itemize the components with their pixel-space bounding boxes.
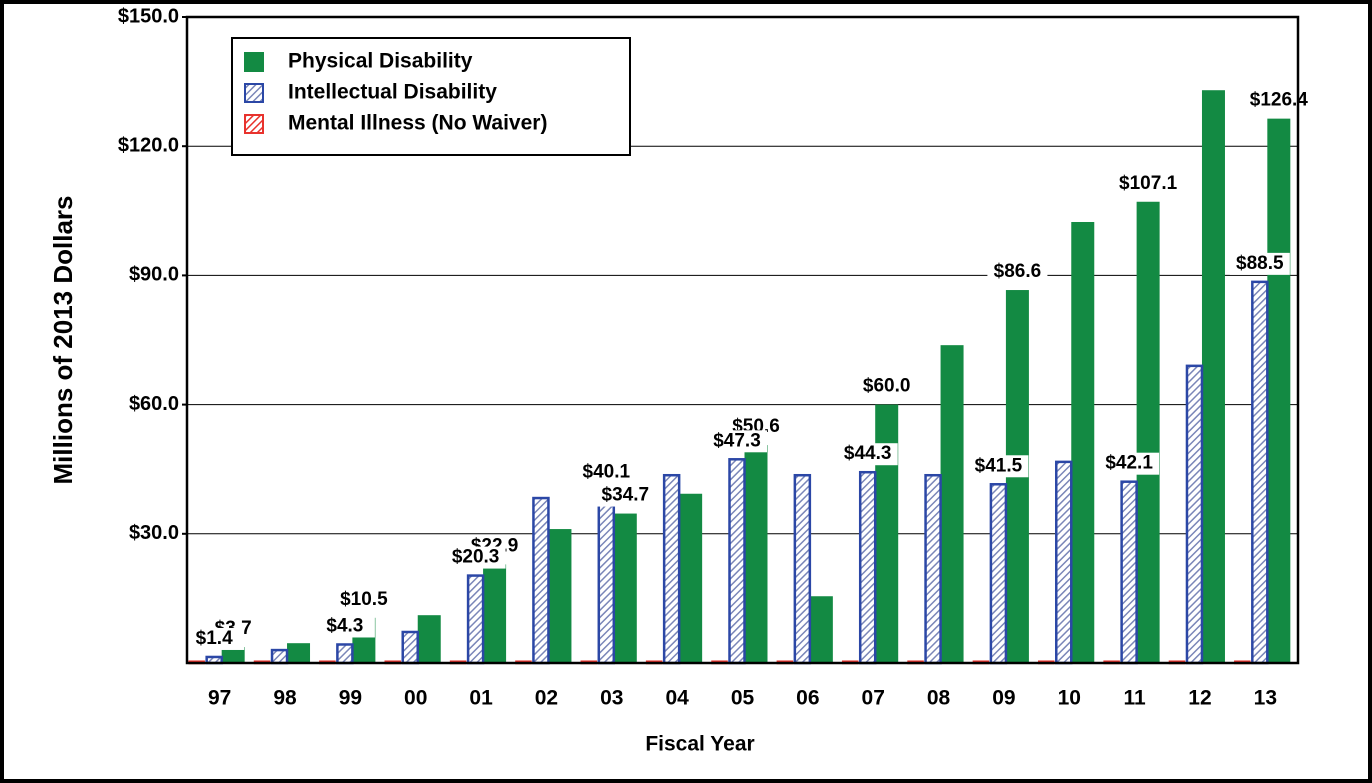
legend-swatch	[244, 83, 264, 103]
legend-label: Physical Disability	[288, 50, 473, 73]
value-label: $126.4	[1250, 90, 1309, 111]
value-label-bg	[1248, 89, 1309, 112]
value-label: $42.1	[1105, 453, 1153, 474]
value-label: $1.4	[196, 628, 233, 649]
x-tick-label: 08	[927, 687, 951, 710]
bar	[466, 574, 485, 665]
x-tick-label: 04	[665, 687, 689, 710]
y-tick-label: $150.0	[118, 5, 179, 27]
value-label: $40.1	[583, 461, 631, 482]
bar	[613, 513, 637, 663]
plot-border	[185, 15, 1300, 665]
bar	[1120, 480, 1138, 665]
value-label-bg	[595, 484, 656, 507]
x-tick-label: 03	[600, 687, 623, 710]
value-label: $88.5	[1236, 253, 1284, 274]
legend: Physical Disability Intellectual Disabili…	[231, 37, 631, 156]
value-label-bg	[1099, 452, 1160, 475]
x-tick-label: 05	[731, 687, 755, 710]
value-label: $47.3	[713, 430, 761, 451]
value-label: $41.5	[975, 455, 1023, 476]
y-tick-label: $60.0	[129, 393, 179, 415]
y-tick-label: $120.0	[118, 134, 179, 156]
value-label-bg	[1229, 252, 1290, 275]
x-tick-label: 12	[1188, 687, 1211, 710]
x-tick-label: 07	[862, 687, 885, 710]
value-label-bg	[445, 546, 506, 569]
x-tick-label: 13	[1254, 687, 1277, 710]
legend-label: Mental Illness (No Waiver)	[288, 112, 547, 135]
bar	[924, 473, 942, 665]
x-tick-label: 06	[796, 687, 819, 710]
bar	[1055, 460, 1073, 665]
value-label: $20.3	[452, 547, 500, 568]
x-tick-label: 01	[469, 687, 493, 710]
bar	[679, 493, 703, 663]
bar	[858, 470, 877, 665]
bar	[940, 345, 964, 663]
y-tick-label: $90.0	[129, 264, 179, 286]
bar	[1251, 280, 1269, 665]
x-tick-label: 11	[1124, 687, 1147, 710]
x-tick-label: 97	[208, 687, 231, 710]
legend-label: Intellectual Disability	[288, 81, 497, 104]
bar	[989, 483, 1008, 665]
value-label-bg	[987, 261, 1048, 284]
bar	[728, 458, 746, 665]
value-labels: $3.7$1.4$10.5$4.3$22.9$20.3$34.7$40.1$50…	[184, 89, 1309, 650]
bar	[401, 630, 419, 665]
bar	[875, 404, 899, 663]
x-tick-label: 98	[273, 687, 297, 710]
bar	[793, 473, 812, 665]
bar	[744, 445, 768, 663]
x-tick-label: 00	[404, 687, 427, 710]
value-label-bg	[707, 430, 767, 453]
x-tick-label: 02	[535, 687, 558, 710]
legend-swatch	[244, 52, 264, 72]
bar	[287, 643, 311, 663]
value-label-bg	[968, 455, 1029, 478]
bar	[336, 643, 354, 665]
bar	[662, 473, 681, 665]
bar	[548, 529, 572, 663]
value-label: $107.1	[1119, 173, 1178, 194]
value-label: $86.6	[994, 261, 1042, 282]
value-label-bg	[314, 615, 375, 638]
bar	[597, 489, 616, 665]
value-label-bg	[184, 627, 245, 650]
value-label-bg	[576, 461, 637, 484]
bar	[483, 564, 507, 663]
x-tick-label: 09	[992, 687, 1015, 710]
bar	[1267, 118, 1291, 664]
y-tick-label: $30.0	[129, 522, 179, 544]
bar	[221, 647, 245, 663]
bar	[532, 496, 550, 665]
value-label: $34.7	[602, 485, 650, 506]
value-label: $44.3	[844, 443, 892, 464]
value-label: $4.3	[326, 615, 363, 636]
value-label-bg	[1118, 172, 1179, 195]
value-label: $10.5	[340, 589, 388, 610]
x-axis-title: Fiscal Year	[645, 733, 754, 756]
bar	[809, 596, 833, 663]
bar	[417, 615, 441, 663]
bar	[1136, 201, 1160, 664]
x-tick-label: 99	[339, 687, 362, 710]
x-tick-label: 10	[1058, 687, 1081, 710]
y-axis-title: Millions of 2013 Dollars	[48, 196, 78, 485]
value-label: $60.0	[863, 376, 911, 397]
value-label-bg	[333, 588, 394, 611]
bar	[1185, 364, 1204, 665]
value-label-bg	[837, 443, 898, 466]
bar	[270, 648, 289, 665]
legend-box	[231, 37, 631, 156]
value-label-bg	[856, 375, 917, 398]
bar	[1201, 90, 1225, 664]
bar	[1071, 221, 1095, 664]
legend-swatch	[244, 114, 264, 134]
